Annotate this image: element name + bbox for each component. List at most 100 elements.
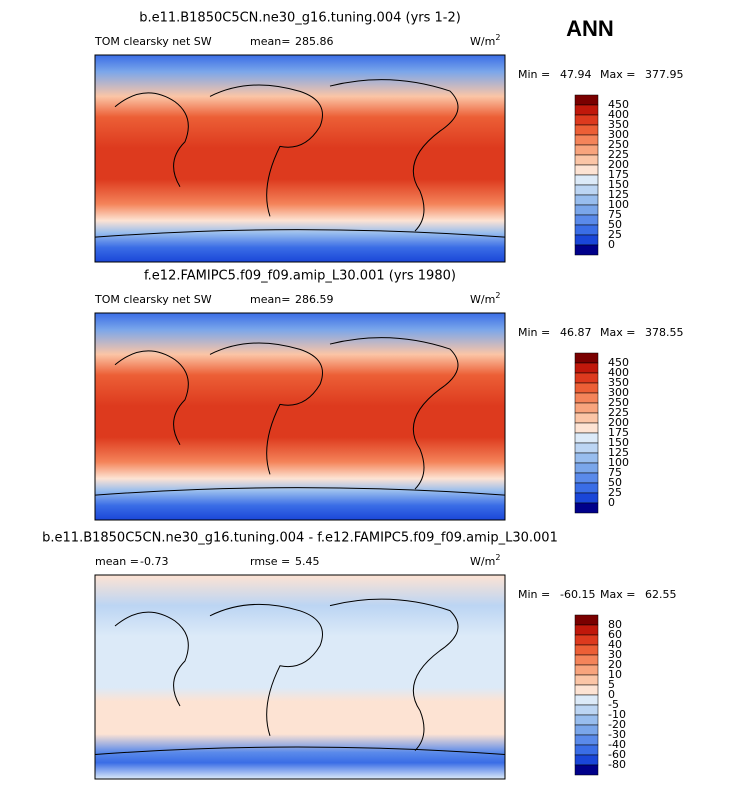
colorbar-swatch <box>574 654 599 666</box>
colorbar-label: 175 <box>608 168 629 181</box>
stat-label: mean= <box>250 293 290 306</box>
units-base: W/m <box>470 35 495 48</box>
max-value: 377.95 <box>645 68 684 81</box>
colorbar-swatch <box>574 472 599 484</box>
colorbar-swatch <box>574 174 599 186</box>
colorbar-swatch <box>574 402 599 414</box>
min-value: -60.15 <box>560 588 595 601</box>
units: W/m2 <box>470 291 500 307</box>
colorbar-swatch <box>574 674 599 686</box>
colorbar-swatch <box>574 734 599 746</box>
colorbar-swatch <box>574 482 599 494</box>
colorbar-label: 250 <box>608 396 629 409</box>
colorbar-swatch <box>574 614 599 626</box>
colorbar-label: 100 <box>608 198 629 211</box>
colorbar-swatch <box>574 694 599 706</box>
coastline <box>94 337 506 496</box>
panel-title: b.e11.B1850C5CN.ne30_g16.tuning.004 (yrs… <box>139 11 461 26</box>
stat-label: mean = <box>95 555 139 568</box>
colorbar-swatch <box>574 664 599 676</box>
colorbar-label: 125 <box>608 446 629 459</box>
colorbar-label: 10 <box>608 668 622 681</box>
variable-name: TOM clearsky net SW <box>94 35 212 48</box>
colorbar-swatch <box>574 94 599 106</box>
colorbar-label: 200 <box>608 416 629 429</box>
colorbar-swatch <box>574 644 599 656</box>
colorbar-swatch <box>574 362 599 374</box>
colorbar-swatch <box>574 452 599 464</box>
colorbar-swatch <box>574 714 599 726</box>
coastline <box>94 79 506 238</box>
units-base: W/m <box>470 555 495 568</box>
colorbar-label: 400 <box>608 366 629 379</box>
panel-title: b.e11.B1850C5CN.ne30_g16.tuning.004 - f.… <box>42 531 558 546</box>
units-base: W/m <box>470 293 495 306</box>
min-label: Min = <box>518 68 550 81</box>
max-label: Max = <box>600 68 635 81</box>
colorbar-swatch <box>574 224 599 236</box>
units-sup: 2 <box>495 291 500 300</box>
colorbar-swatch <box>574 724 599 736</box>
colorbar-label: 225 <box>608 406 629 419</box>
colorbar-swatch <box>574 684 599 696</box>
min-label: Min = <box>518 588 550 601</box>
colorbar-swatch <box>574 442 599 454</box>
colorbar-swatch <box>574 744 599 756</box>
colorbar-label: 5 <box>608 678 615 691</box>
colorbar-label: -60 <box>608 748 626 761</box>
colorbar-swatch <box>574 184 599 196</box>
colorbar-label: 150 <box>608 178 629 191</box>
colorbar-swatch <box>574 234 599 246</box>
colorbar-label: -5 <box>608 698 619 711</box>
colorbar-swatch <box>574 164 599 176</box>
colorbar-swatch <box>574 412 599 424</box>
colorbar-swatch <box>574 372 599 384</box>
units-sup: 2 <box>495 33 500 42</box>
colorbar-label: -80 <box>608 758 626 771</box>
colorbar-swatch <box>574 204 599 216</box>
colorbar-swatch <box>574 144 599 156</box>
stat-label: rmse = <box>250 555 290 568</box>
max-label: Max = <box>600 588 635 601</box>
colorbar-label: 225 <box>608 148 629 161</box>
colorbar-swatch <box>574 134 599 146</box>
colorbar-label: 450 <box>608 356 629 369</box>
colorbar-label: -40 <box>608 738 626 751</box>
colorbar-label: -10 <box>608 708 626 721</box>
colorbar-swatch <box>574 352 599 364</box>
max-value: 62.55 <box>645 588 677 601</box>
colorbar-label: 40 <box>608 638 622 651</box>
colorbar-swatch <box>574 492 599 504</box>
colorbar-label: -30 <box>608 728 626 741</box>
colorbar-swatch <box>574 432 599 444</box>
stat-value: 285.86 <box>295 35 334 48</box>
colorbar-label: 175 <box>608 426 629 439</box>
map-field <box>94 312 506 521</box>
colorbar-label: 25 <box>608 228 622 241</box>
colorbar-label: 80 <box>608 618 622 631</box>
variable-name: TOM clearsky net SW <box>94 293 212 306</box>
colorbar-swatch <box>574 114 599 126</box>
colorbar-label: 50 <box>608 218 622 231</box>
colorbar-swatch <box>574 624 599 636</box>
colorbar-swatch <box>574 392 599 404</box>
stat-value: -0.73 <box>140 555 168 568</box>
stat-value: 286.59 <box>295 293 334 306</box>
colorbar-label: -20 <box>608 718 626 731</box>
colorbar-label: 250 <box>608 138 629 151</box>
colorbar-label: 0 <box>608 688 615 701</box>
min-value: 47.94 <box>560 68 592 81</box>
min-value: 46.87 <box>560 326 592 339</box>
colorbar-swatch <box>574 422 599 434</box>
colorbar-label: 300 <box>608 128 629 141</box>
colorbar-swatch <box>574 214 599 226</box>
colorbar-label: 125 <box>608 188 629 201</box>
colorbar-swatch <box>574 382 599 394</box>
colorbar-swatch <box>574 154 599 166</box>
colorbar-label: 350 <box>608 118 629 131</box>
colorbar-swatch <box>574 244 599 256</box>
colorbar-swatch <box>574 764 599 776</box>
colorbar-label: 75 <box>608 208 622 221</box>
colorbar-swatch <box>574 754 599 766</box>
colorbar-label: 30 <box>608 648 622 661</box>
